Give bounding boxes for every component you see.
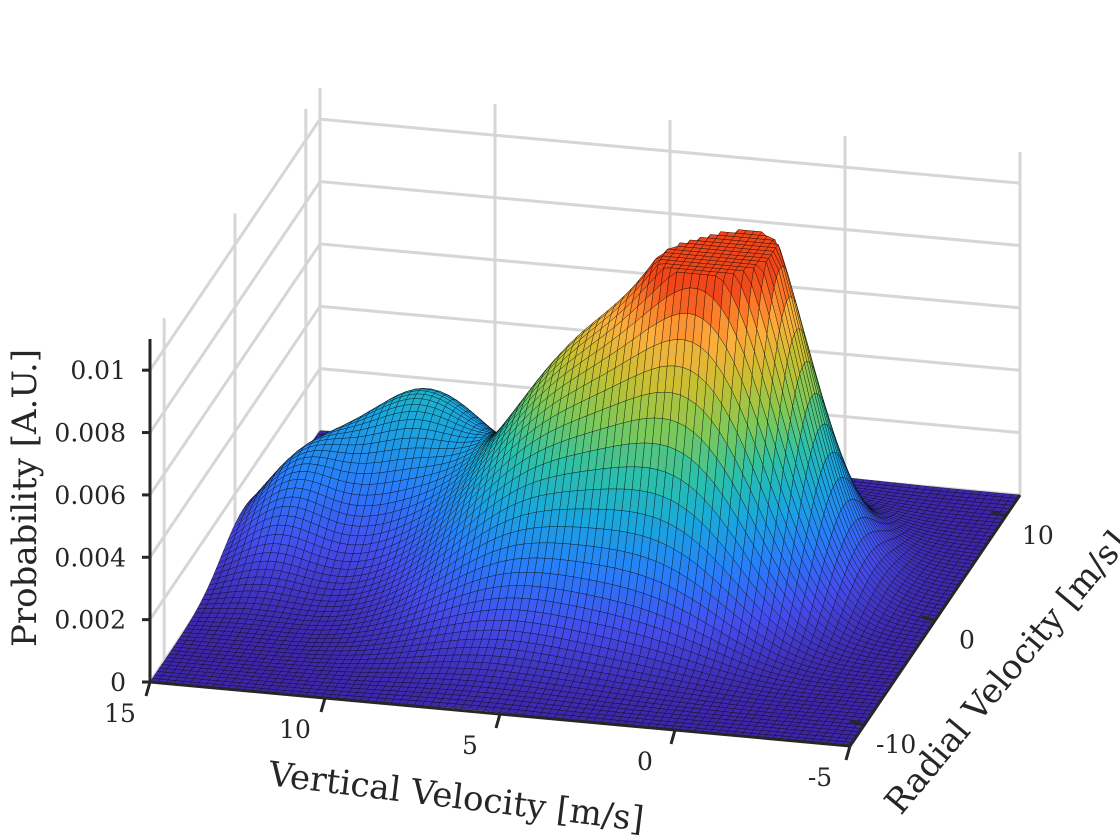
surface-plot	[149, 229, 1021, 747]
